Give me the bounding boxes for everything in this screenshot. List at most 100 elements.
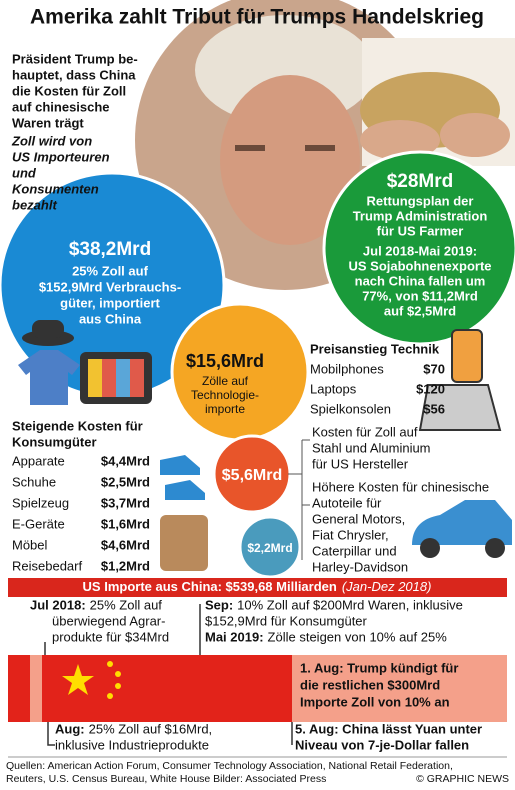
hat-icon bbox=[32, 320, 64, 338]
bubble-note: auf $2,5Mrd bbox=[384, 303, 456, 318]
claim-line: hauptet, dass China bbox=[12, 67, 136, 82]
bubble-text: Technologie- bbox=[191, 388, 259, 402]
row-label: Reisebedarf bbox=[12, 558, 82, 573]
banner-main: US Importe aus China: $539,68 Milliarden bbox=[83, 579, 337, 594]
row-value: $70 bbox=[423, 361, 445, 376]
timeline-text: produkte für $34Mrd bbox=[52, 629, 169, 644]
flag-star bbox=[107, 661, 113, 667]
credit: © GRAPHIC NEWS bbox=[416, 773, 509, 785]
bubble-text: $152,9Mrd Verbrauchs- bbox=[39, 279, 181, 294]
hand bbox=[360, 120, 440, 160]
steel-line: für US Hersteller bbox=[312, 456, 409, 471]
eye bbox=[305, 145, 335, 151]
autos-line: Harley-Davidson bbox=[312, 559, 408, 574]
claim-line: auf chinesische bbox=[12, 99, 110, 114]
row-value: $4,4Mrd bbox=[101, 453, 150, 468]
bubble-note: Jul 2018-Mai 2019: bbox=[363, 243, 477, 258]
bubble-text: Trump Administration bbox=[353, 208, 488, 223]
timeline-text: 10% Zoll auf $200Mrd Waren, inklusive bbox=[237, 597, 463, 612]
claim-line: Präsident Trump be- bbox=[12, 51, 138, 66]
bubble-text: güter, importiert bbox=[60, 295, 160, 310]
bubble-text: Zölle auf bbox=[202, 374, 249, 388]
section-heading: Steigende Kosten für bbox=[12, 418, 143, 433]
row-value: $3,7Mrd bbox=[101, 495, 150, 510]
timeline-label: Jul 2018: bbox=[30, 597, 86, 612]
autos-line: Autoteile für bbox=[312, 495, 382, 510]
timeline-text: die restlichen $300Mrd bbox=[300, 677, 440, 692]
row-value: $1,6Mrd bbox=[101, 516, 150, 531]
counter-line: Konsumenten bbox=[12, 181, 99, 196]
row-label: Laptops bbox=[310, 381, 357, 396]
section-heading: Konsumgüter bbox=[12, 434, 97, 449]
bubble-note: nach China fallen um bbox=[355, 273, 486, 288]
steel-line: Kosten für Zoll auf bbox=[312, 424, 418, 439]
flag-star bbox=[107, 693, 113, 699]
sources: Quellen: American Action Forum, Consumer… bbox=[6, 760, 453, 772]
row-label: Schuhe bbox=[12, 474, 56, 489]
steel-line: Stahl und Aluminium bbox=[312, 440, 431, 455]
timeline-text: Importe Zoll von 10% an bbox=[300, 694, 450, 709]
row-label: Spielkonsolen bbox=[310, 401, 391, 416]
timeline-text: überwiegend Agrar- bbox=[52, 613, 165, 628]
autos-line: Caterpillar und bbox=[312, 543, 397, 558]
timeline-text: inklusive Industrieprodukte bbox=[55, 737, 209, 752]
timeline-label: Mai 2019: bbox=[205, 629, 264, 644]
shoe-icon bbox=[165, 480, 205, 500]
bubble-amount: $2,2Mrd bbox=[247, 541, 292, 555]
suitcase-icon bbox=[160, 515, 208, 571]
counter-line: bezahlt bbox=[12, 197, 57, 212]
counter-line: und bbox=[12, 165, 37, 180]
row-value: $1,2Mrd bbox=[101, 558, 150, 573]
timeline-connector bbox=[44, 604, 293, 746]
timeline-label: Sep: bbox=[205, 597, 233, 612]
bubble-note: 77%, von $11,2Mrd bbox=[362, 288, 478, 303]
banner-text: US Importe aus China: $539,68 Milliarden… bbox=[83, 579, 432, 594]
bubble-text: aus China bbox=[79, 311, 142, 326]
timeline-text: $152,9Mrd für Konsumgüter bbox=[205, 613, 368, 628]
claim-line: Waren trägt bbox=[12, 115, 84, 130]
phone-icon bbox=[451, 329, 483, 383]
counter-line: Zoll wird von bbox=[11, 133, 92, 148]
row-label: Mobilphones bbox=[310, 361, 384, 376]
autos-line: General Motors, bbox=[312, 511, 405, 526]
row-value: $120 bbox=[416, 381, 445, 396]
banner bbox=[8, 578, 507, 597]
bubble-autos bbox=[238, 515, 302, 579]
row-value: $2,5Mrd bbox=[101, 474, 150, 489]
bubble-tech bbox=[170, 302, 310, 442]
timeline-text: 5. Aug: China lässt Yuan unter bbox=[295, 721, 482, 736]
timeline-text: 1. Aug: Trump kündigt für bbox=[300, 660, 458, 675]
car-wheel bbox=[485, 538, 505, 558]
row-label: Apparate bbox=[12, 453, 65, 468]
timeline-segment bbox=[30, 655, 42, 722]
row-value: $4,6Mrd bbox=[101, 537, 150, 552]
bubble-text: 25% Zoll auf bbox=[72, 263, 149, 278]
tv-stripe bbox=[88, 359, 102, 397]
bubble-text: importe bbox=[205, 402, 245, 416]
eye bbox=[235, 145, 265, 151]
sources: Reuters, U.S. Census Bureau, White House… bbox=[6, 773, 326, 785]
bubble-amount: $38,2Mrd bbox=[69, 239, 151, 260]
tv-stripe bbox=[116, 359, 130, 397]
banner-period: (Jan-Dez 2018) bbox=[342, 579, 432, 594]
row-label: E-Geräte bbox=[12, 516, 65, 531]
claim-line: die Kosten für Zoll bbox=[12, 83, 126, 98]
row-label: Möbel bbox=[12, 537, 48, 552]
flag-star bbox=[115, 683, 121, 689]
bubble-amount: $5,6Mrd bbox=[222, 467, 282, 484]
face bbox=[220, 75, 360, 245]
section-heading: Preisanstieg Technik bbox=[310, 341, 440, 356]
timeline-text: Zölle steigen von 10% auf 25% bbox=[268, 629, 448, 644]
autos-line: Fiat Chrysler, bbox=[312, 527, 389, 542]
title: Amerika zahlt Tribut für Trumps Handelsk… bbox=[30, 6, 484, 29]
bubble-farmers bbox=[322, 150, 515, 346]
shirt-icon bbox=[18, 350, 80, 405]
timeline-segment bbox=[292, 655, 507, 722]
row-label: Spielzeug bbox=[12, 495, 69, 510]
bubble-amount: $15,6Mrd bbox=[186, 351, 264, 371]
counter-line: US Importeuren bbox=[12, 149, 110, 164]
row-value: $56 bbox=[423, 401, 445, 416]
bubble-note: US Sojabohnenexporte bbox=[348, 258, 491, 273]
flag-star bbox=[115, 671, 121, 677]
